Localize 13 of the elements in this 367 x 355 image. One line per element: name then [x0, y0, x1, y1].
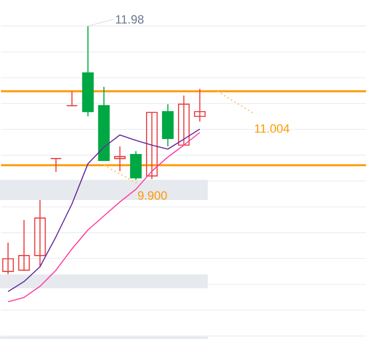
candlestick: [2, 242, 14, 275]
candlestick: [194, 88, 206, 122]
candlestick: [178, 94, 190, 146]
text: 11.98: [116, 15, 144, 24]
text: 11.004: [255, 124, 290, 133]
candlestick: [34, 199, 46, 268]
candlestick: [50, 158, 62, 172]
candlestick: [130, 150, 142, 180]
candlestick: [66, 91, 78, 106]
candlestick: [18, 220, 30, 271]
candlestick: [114, 146, 126, 172]
candlestick: [146, 112, 158, 180]
annotation: 9.900: [138, 191, 167, 200]
